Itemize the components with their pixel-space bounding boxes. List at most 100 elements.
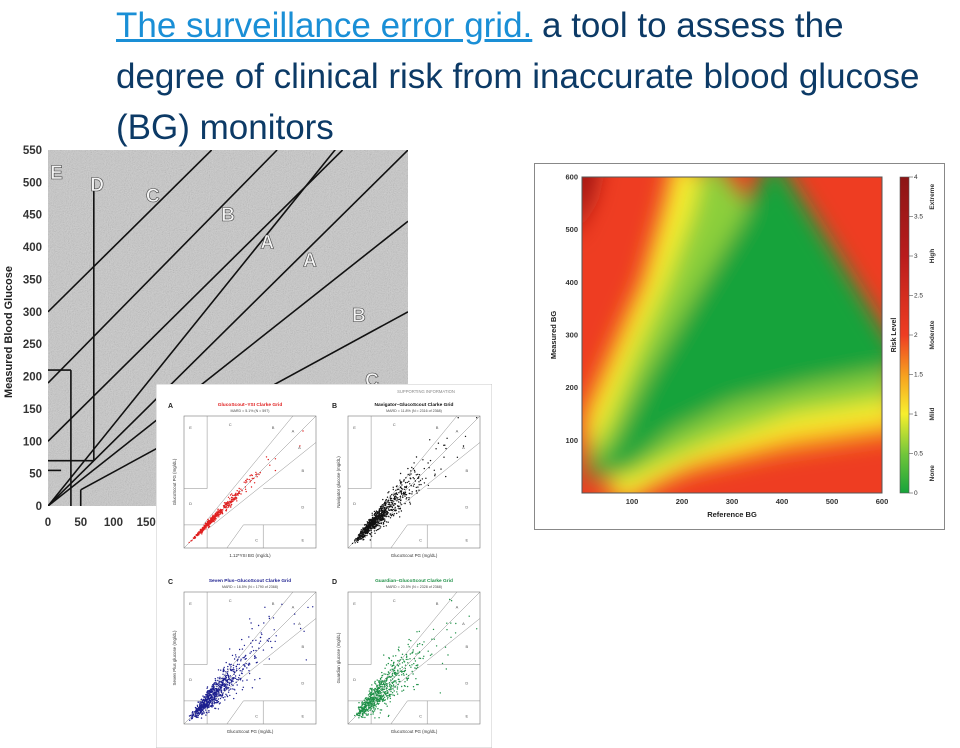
panel-zone-label: D (353, 677, 356, 682)
panel-zone-line (202, 415, 294, 526)
clarke-y-tick-label: 250 (23, 339, 42, 351)
panel-zone-label: E (465, 713, 468, 718)
clarke-y-tick-label: 50 (29, 469, 42, 481)
panel-zone-line (226, 700, 244, 725)
clarke-y-tick-label: 100 (23, 436, 42, 448)
panel-zone-label: B (301, 644, 304, 649)
panel-zone-label: D (465, 680, 468, 685)
clarke-grids-composite: SUPPORTING INFORMATION A GlucoScout–YSI C… (156, 384, 492, 748)
heatmap-y-tick-label: 200 (565, 383, 578, 392)
panel-zone-label: C (255, 713, 258, 718)
clarke-grid-line (48, 150, 213, 313)
panel-zone-label: A (292, 429, 295, 434)
heatmap-plot-area (582, 177, 882, 493)
colorbar-category-label: Mild (929, 407, 936, 420)
panel-x-label: GlucoScout PG (mg/dL) (391, 729, 438, 734)
colorbar-tick-label: 1.5 (914, 372, 923, 379)
panel-zone-line (206, 442, 317, 530)
title-rest: a tool to assess the degree of clinical … (116, 6, 920, 147)
panel-zone-line (370, 618, 481, 706)
heatmap-y-tick-label: 300 (565, 331, 578, 340)
panel-y-label: GlucoScout PG (mg/dL) (172, 458, 177, 505)
composite-caption: SUPPORTING INFORMATION (397, 389, 455, 394)
panel-zone-label: C (255, 537, 258, 542)
title-link[interactable]: The surveillance error grid. (116, 6, 533, 45)
panel-y-label: Guardian glucose (mg/dL) (336, 632, 341, 683)
panel-zone-label: B (436, 425, 439, 430)
colorbar-category-label: None (929, 465, 936, 482)
clarke-zone-label: B (221, 205, 235, 226)
heatmap-y-tick-label: 400 (565, 278, 578, 287)
clarke-y-tick-label: 200 (23, 372, 42, 384)
colorbar-category-label: High (929, 249, 936, 263)
heatmap-x-tick-label: 200 (676, 497, 689, 506)
panel-subtitle: MARD = 5.1% (N = 597) (231, 409, 270, 413)
colorbar-tick-label: 0 (914, 490, 918, 497)
panel-scatter-points (188, 430, 304, 544)
surveillance-error-grid: 100 200 300 400 500 600 100 200 300 400 500 600 Ref… (534, 163, 945, 530)
heatmap-y-tick-label: 600 (565, 173, 578, 182)
clarke-x-tick-label: 100 (104, 517, 123, 529)
panel-subtitle: MARD = 11.8% (N = 2316 of 2368) (386, 409, 442, 413)
clarke-grid-line (48, 220, 408, 506)
colorbar-tick-label: 2 (914, 332, 918, 339)
panel-zone-label: C (229, 598, 232, 603)
colorbar-tick-label: 1 (914, 411, 918, 418)
panel-zone-label: C (229, 422, 232, 427)
colorbar-title: Risk Level (891, 318, 898, 353)
clarke-grid-line (48, 150, 408, 506)
colorbar-tick-label: 0.5 (914, 451, 923, 458)
panel-title: Guardian–GlucoScout Clarke Grid (375, 578, 453, 584)
panel-zone-line (390, 700, 408, 725)
panel-zone-label: B (465, 644, 468, 649)
panel-zone-label: B (301, 468, 304, 473)
colorbar-tick-label: 3 (914, 253, 918, 260)
clarke-grid-line (48, 150, 336, 506)
colorbar-tick-label: 3.5 (914, 214, 923, 221)
panel-zone-label: D (301, 680, 304, 685)
clarke-y-tick-label: 0 (36, 501, 42, 513)
panel-zone-label: E (353, 601, 356, 606)
panel-zone-label: C (393, 422, 396, 427)
panel-zone-line (370, 442, 481, 530)
panel-zone-line (202, 591, 294, 702)
clarke-zone-label: C (146, 186, 160, 207)
heatmap-x-tick-label: 400 (776, 497, 789, 506)
panel-zone-label: E (465, 537, 468, 542)
panel-zone-label: C (393, 598, 396, 603)
panel-letter: C (168, 579, 173, 586)
panel-zone-line (226, 524, 244, 549)
panel-x-label: GlucoScout PG (mg/dL) (391, 553, 438, 558)
panel-scatter-points (188, 603, 314, 721)
panel-zone-label: A (456, 429, 459, 434)
panel-scatter-points (354, 598, 478, 719)
clarke-y-tick-label: 150 (23, 404, 42, 416)
panel-zone-label: E (353, 425, 356, 430)
heatmap-axes-box (581, 176, 883, 494)
panel-zone-label: A (462, 445, 465, 450)
panel-zone-label: B (436, 601, 439, 606)
panel-title: Seven Plus–GlucoScout Clarke Grid (209, 578, 291, 584)
heatmap-y-tick-label: 500 (565, 225, 578, 234)
panel-zone-label: E (301, 537, 304, 542)
clarke-zone-label: A (303, 251, 317, 272)
clarke-zone-label: E (50, 163, 63, 184)
panel-zone-label: C (419, 713, 422, 718)
heatmap-x-tick-label: 500 (826, 497, 839, 506)
panel-zone-label: B (272, 425, 275, 430)
panel-title: Navigator–GlucoScout Clarke Grid (375, 402, 454, 408)
colorbar-tick-label: 2.5 (914, 293, 923, 300)
panel-zone-line (366, 415, 458, 526)
clarke-x-tick-label: 150 (137, 517, 156, 529)
clarke-y-tick-label: 550 (23, 145, 42, 157)
panel-zone-label: A (298, 621, 301, 626)
panel-zone-label: A (292, 605, 295, 610)
panel-x-label: GlucoScout PG (mg/dL) (227, 729, 274, 734)
clarke-y-tick-label: 300 (23, 307, 42, 319)
panel-zone-label: D (353, 501, 356, 506)
heatmap-x-tick-label: 100 (626, 497, 639, 506)
